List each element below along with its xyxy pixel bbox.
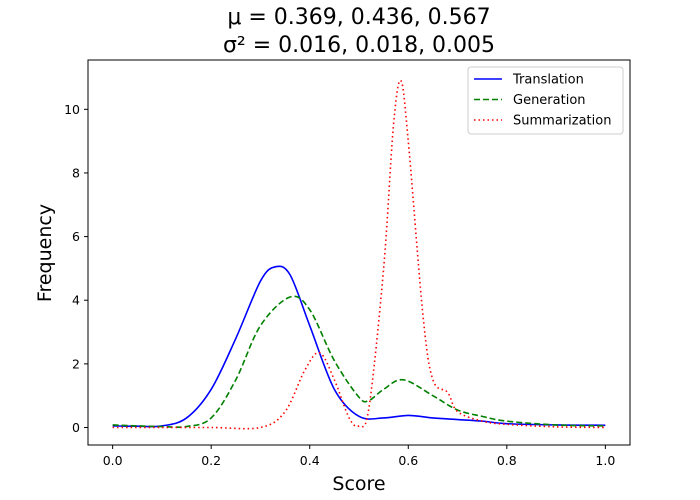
y-tick-label: 8 — [72, 165, 80, 180]
x-tick-label: 0.6 — [398, 453, 418, 468]
y-tick-label: 10 — [64, 102, 80, 117]
legend-label-translation: Translation — [512, 73, 584, 88]
x-axis-ticks: 0.0 0.2 0.4 0.6 0.8 1.0 — [103, 445, 615, 468]
series-line-generation — [112, 295, 606, 429]
x-tick-label: 0.4 — [300, 453, 320, 468]
series-line-translation — [112, 265, 606, 428]
legend-label-generation: Generation — [513, 93, 586, 108]
y-tick-label: 0 — [72, 420, 80, 435]
legend-label-summarization: Summarization — [513, 114, 611, 129]
x-tick-label: 0.2 — [201, 453, 221, 468]
legend: Translation Generation Summarization — [467, 66, 624, 135]
y-tick-label: 6 — [72, 229, 80, 244]
axes-frame — [87, 59, 631, 446]
chart-title-line-2: σ² = 0.016, 0.018, 0.005 — [223, 33, 495, 58]
y-axis-ticks: 0 2 4 6 8 10 — [64, 102, 88, 435]
y-tick-label: 2 — [72, 356, 80, 371]
series-layer — [112, 79, 606, 430]
chart-title-line-1: μ = 0.369, 0.436, 0.567 — [227, 5, 490, 30]
legend-box — [467, 66, 624, 135]
x-tick-label: 0.0 — [103, 453, 123, 468]
legend-entries: Translation Generation Summarization — [474, 73, 611, 129]
x-axis-label: Score — [332, 473, 385, 495]
y-tick-label: 4 — [72, 293, 80, 308]
y-axis-label: Frequency — [34, 204, 56, 302]
x-tick-label: 0.8 — [497, 453, 517, 468]
x-tick-label: 1.0 — [595, 453, 615, 468]
series-line-summarization — [112, 79, 606, 430]
